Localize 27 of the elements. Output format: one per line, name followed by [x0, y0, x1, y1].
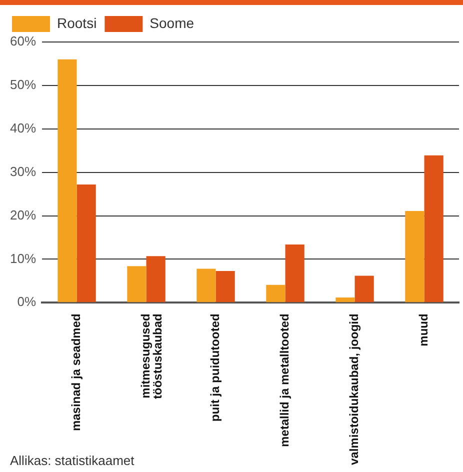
bar: [196, 268, 216, 302]
bar: [354, 276, 374, 302]
x-tick-label: metallid ja metalltooted: [278, 314, 292, 448]
text: Allikas: statistikaamet: [10, 453, 135, 468]
bar: [146, 256, 166, 302]
bar: [127, 266, 146, 302]
bar: [266, 284, 286, 302]
y-tick-label: 40%: [10, 120, 36, 136]
y-tick-label: 0%: [17, 294, 36, 310]
bar: [424, 155, 444, 302]
x-tick-label: puit ja puidutooted: [208, 314, 222, 422]
bar: [216, 270, 235, 302]
y-tick-label: 60%: [10, 34, 36, 49]
y-tick-label: 50%: [10, 77, 36, 92]
bar: [285, 244, 304, 302]
legend-label: Soome: [150, 14, 194, 31]
x-tick-label: valmistoidukaubad, joogid: [347, 314, 362, 466]
bar: [405, 210, 424, 302]
legend-label: Rootsi: [57, 14, 97, 31]
y-tick-label: 10%: [10, 250, 36, 266]
x-tick-label: masinad ja seadmed: [69, 314, 84, 432]
bar: [58, 59, 77, 302]
bar: [336, 297, 355, 302]
y-tick-label: 30%: [10, 164, 36, 179]
x-tick-label: muud: [416, 314, 431, 346]
bar: [76, 184, 96, 302]
y-tick-label: 20%: [10, 207, 36, 222]
